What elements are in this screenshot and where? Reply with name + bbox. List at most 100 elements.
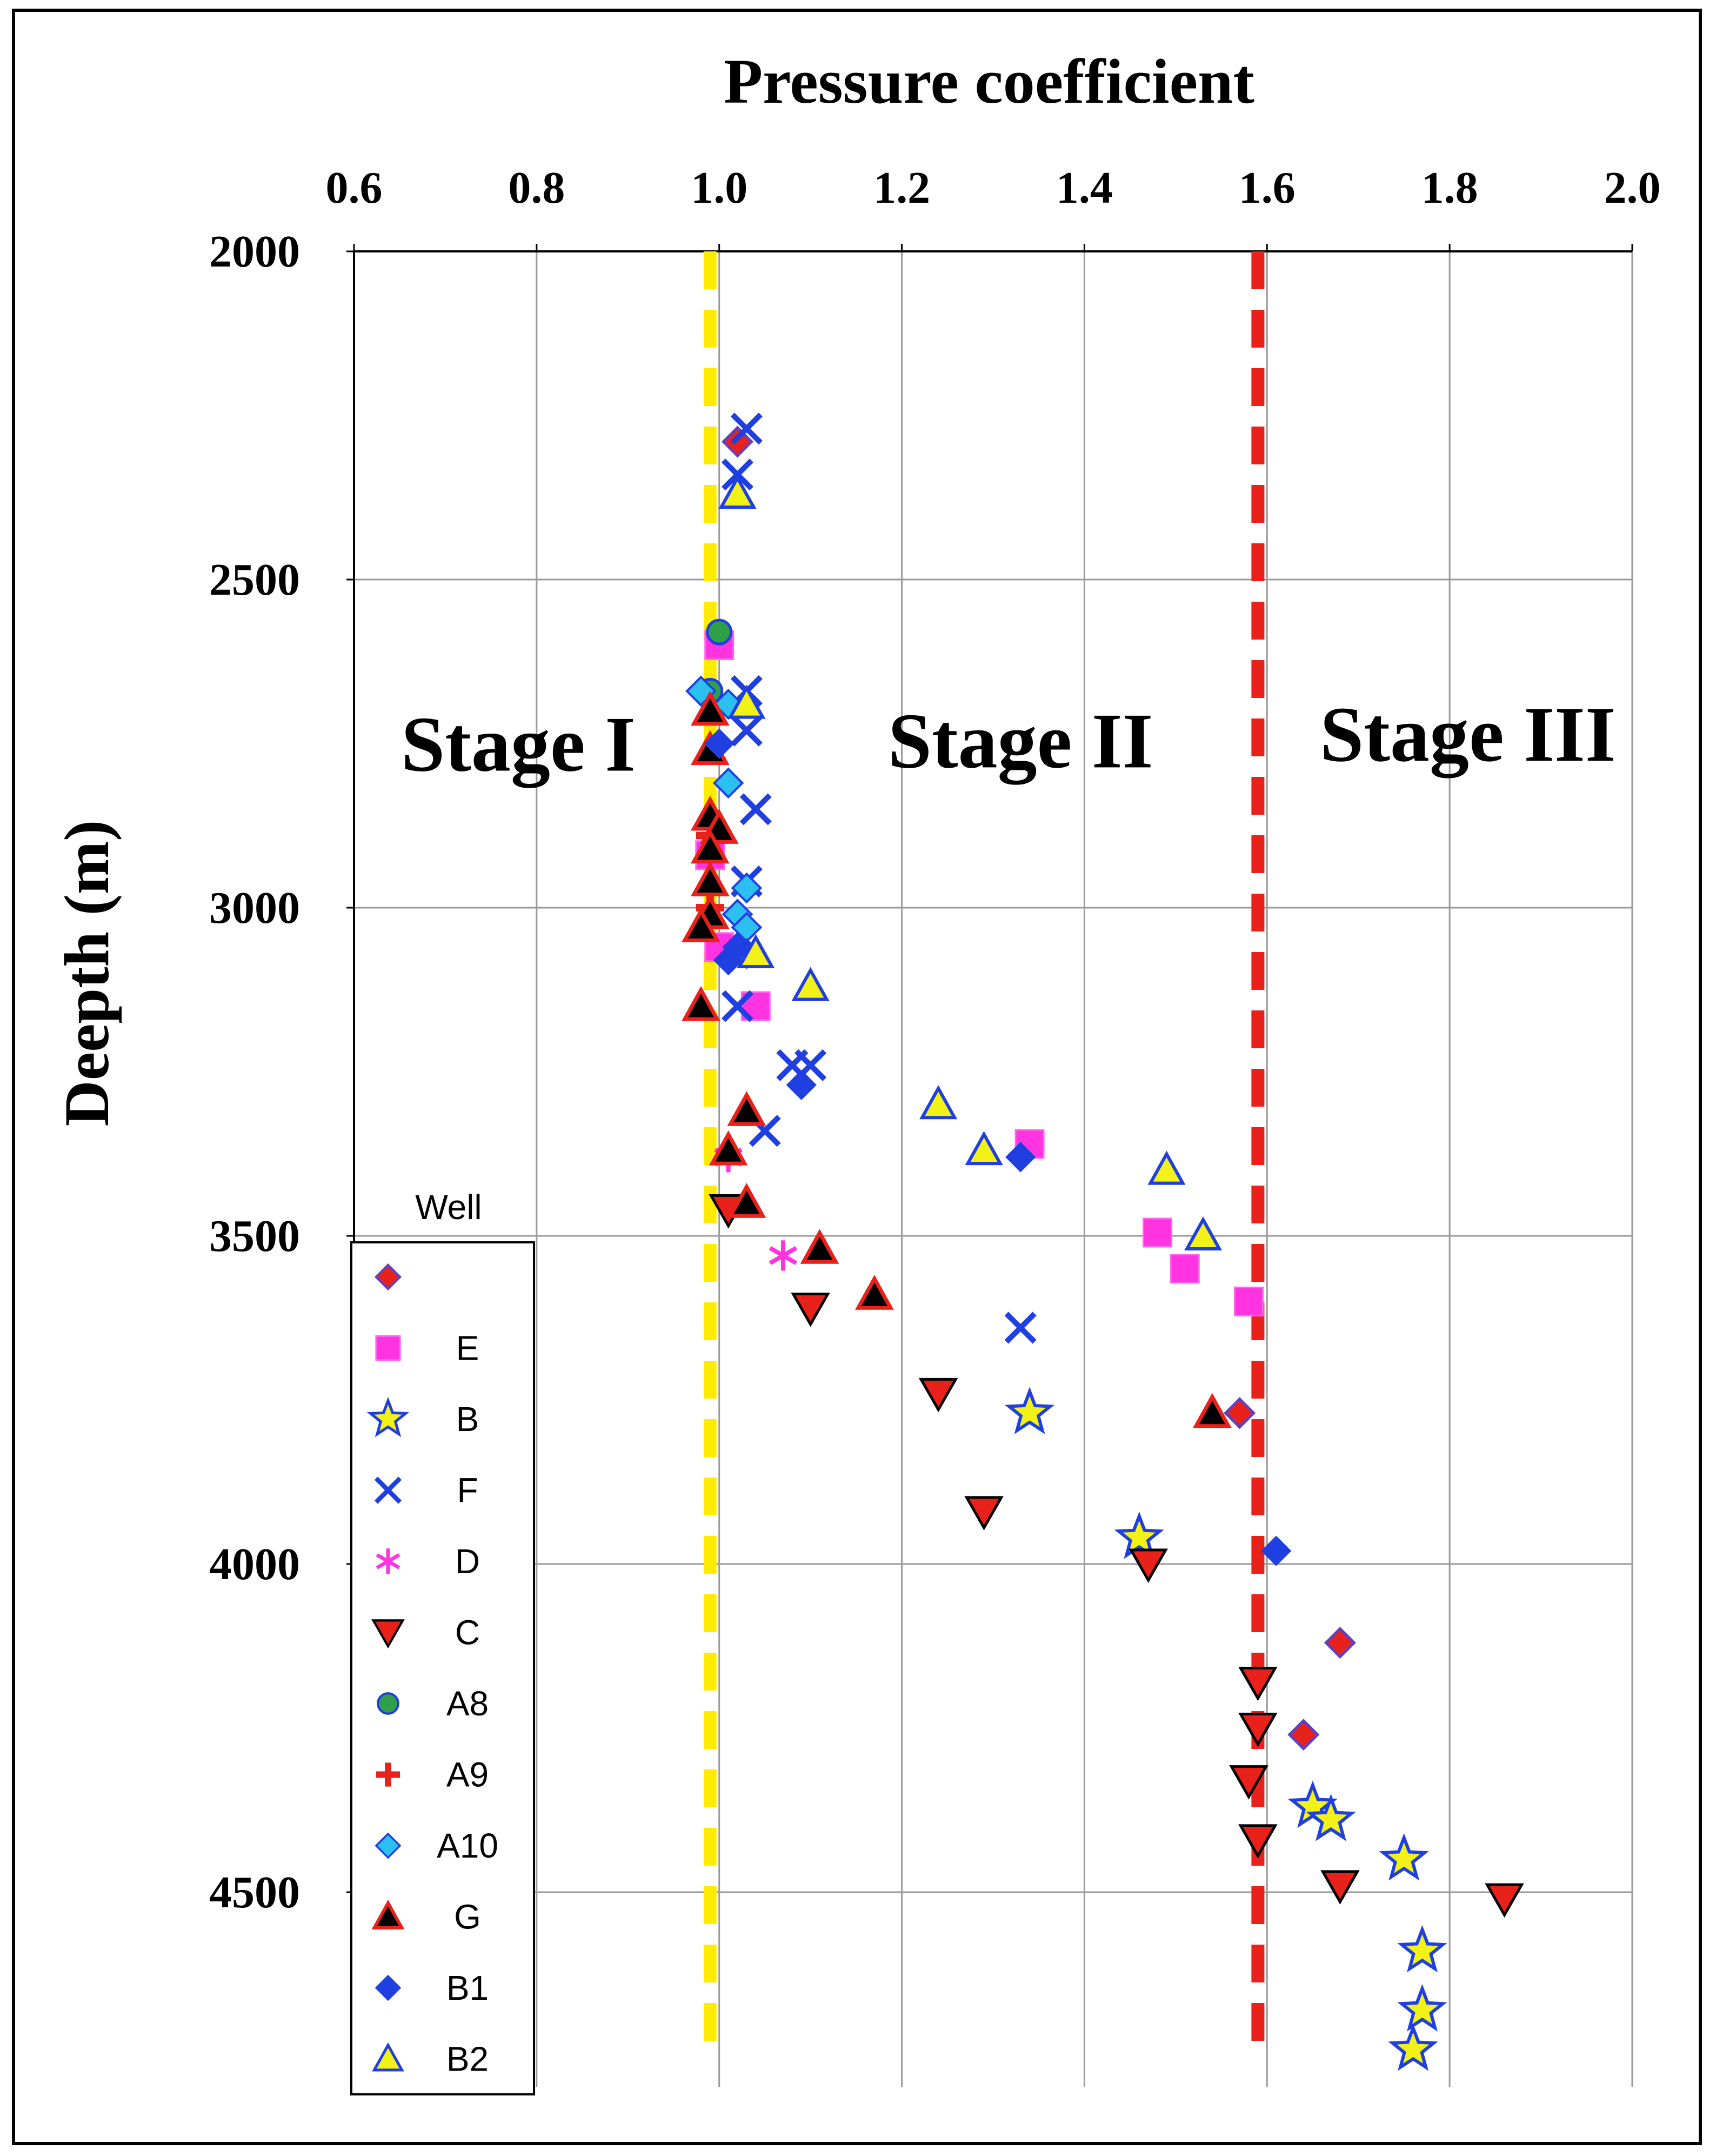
data-point-b [1114,1511,1164,1559]
data-point-f [730,714,763,747]
y-axis-label: Deepth (m) [51,820,122,1127]
data-point-g [681,907,720,942]
y-tick-label: 4500 [209,1867,300,1918]
data-point-b1 [722,931,753,962]
y-tick-label: 2500 [209,555,300,605]
x-tick-label: 2.0 [1604,163,1661,213]
legend-label-b1: B1 [446,1968,489,2007]
legend-label-f: F [457,1471,478,1510]
y-tick-labels: 2000 2500 3000 3500 4000 4500 [209,227,354,1918]
x-tick-labels: 0.6 0.8 1.0 1.2 1.4 1.6 1.8 2.0 [326,163,1661,251]
stage-labels: Stage I Stage II Stage III [401,690,1616,788]
data-point-unnamed [1324,1627,1356,1659]
legend-marker-b2 [372,2042,404,2072]
data-point-g [854,1275,894,1310]
reference-lines [703,251,1265,2057]
data-point-b1 [1005,1142,1036,1173]
legend-marker-b [366,1396,410,1438]
x-tick-label: 0.6 [326,163,383,213]
legend-marker-f [374,1476,402,1504]
data-point-b2 [727,684,766,719]
data-point-b [1388,2023,1438,2071]
data-point-c [964,1496,1004,1531]
stage-label: Stage III [1320,690,1616,778]
legend-marker-b1 [375,1974,402,2001]
x-tick-label: 0.8 [508,163,565,213]
legend-marker-a9 [376,1762,400,1787]
data-point-unnamed [1224,1397,1256,1429]
data-point-unnamed [721,425,754,458]
data-point-a10 [712,767,744,799]
data-point-g [690,690,730,726]
legend-label-a9: A9 [446,1755,489,1794]
data-point-b [1379,1833,1429,1881]
legend-label-c: C [455,1613,480,1652]
data-point-g [681,986,720,1021]
data-point-c [1229,1765,1268,1800]
data-point-g [800,1229,839,1264]
data-point-b2 [718,475,757,509]
legend-label-b: B [456,1400,479,1439]
grid [353,250,1633,2087]
legend-label-e: E [456,1329,479,1368]
legend-marker-a10 [375,1832,402,1859]
data-point-unnamed [1287,1719,1320,1751]
x-tick-label: 1.4 [1056,163,1113,213]
legend-label-g: G [454,1898,481,1937]
data-point-a8 [706,618,733,646]
data-point-c [918,1378,958,1413]
data-point-b [1306,1794,1356,1841]
data-point-e [1143,1217,1173,1248]
data-point-a10 [731,872,763,904]
data-point-b2 [737,934,775,968]
legend-label-d: D [455,1542,480,1581]
data-point-g [727,1183,766,1218]
y-tick-label: 3500 [209,1211,300,1261]
data-point-c [1129,1548,1168,1583]
data-point-c [1485,1883,1524,1918]
data-point-c [1238,1667,1278,1701]
data-point-b2 [1147,1150,1186,1185]
legend-label-b2: B2 [446,2040,489,2079]
data-point-b [1397,1984,1447,2032]
legend-marker-e [375,1335,401,1361]
data-point-f [1004,1312,1037,1344]
stage-label: Stage I [401,701,636,788]
legend-title: Well [415,1188,482,1227]
data-point-f [721,990,754,1022]
y-tick-label: 4000 [209,1539,300,1589]
data-point-f [721,458,754,491]
legend-label-a10: A10 [437,1826,498,1865]
data-point-b2 [965,1131,1003,1166]
x-tick-label: 1.0 [691,163,747,213]
x-tick-label: 1.6 [1239,163,1296,213]
legend-marker-unnamed [374,1263,402,1291]
data-point-c [1320,1870,1360,1905]
data-point-c [1238,1824,1278,1859]
x-tick-label: 1.8 [1421,163,1478,213]
data-point-e [1234,1286,1264,1316]
data-point-b [1004,1387,1055,1434]
legend-marker-g [371,1899,405,1929]
data-point-b1 [704,728,735,759]
data-point-b2 [919,1085,958,1120]
data-point-b1 [786,1069,817,1100]
data-point-e [1170,1254,1200,1284]
data-point-f [730,412,763,445]
data-point-c [791,1293,830,1327]
data-point-b1 [1261,1535,1292,1566]
data-point-b2 [791,967,830,1001]
data-point-d [769,1240,798,1271]
figure-frame [12,9,1702,2145]
data-points [681,412,1524,2071]
legend-box [350,1241,535,2095]
data-point-g [709,1130,748,1166]
chart-title: Pressure coefficient [724,46,1254,117]
axes [353,250,1632,2087]
y-tick-label: 3000 [209,883,300,933]
stage-label: Stage II [888,697,1153,784]
data-point-c [1238,1713,1278,1747]
